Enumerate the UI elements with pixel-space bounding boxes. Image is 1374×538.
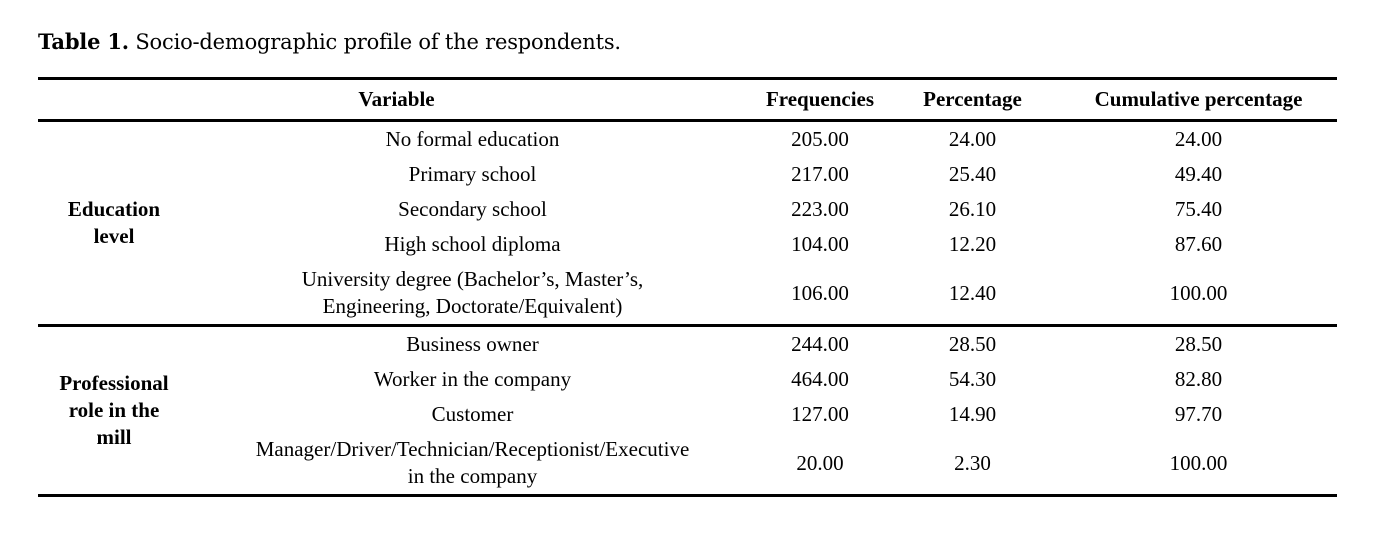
table-row: Primary school 217.00 25.40 49.40: [38, 157, 1337, 192]
table-caption-label: Table 1.: [38, 29, 129, 54]
cumulative-cell: 75.40: [1174, 197, 1223, 221]
frequencies-cell: 205.00: [791, 127, 849, 151]
table-row: Professional role in the mill Business o…: [38, 326, 1337, 449]
variable-cell: No formal education: [385, 127, 560, 151]
cumulative-cell: 82.80: [1174, 367, 1223, 391]
cumulative-cell: 97.70: [1174, 402, 1223, 426]
percentage-cell: 2.30: [954, 450, 991, 475]
frequencies-cell: 217.00: [791, 162, 849, 186]
percentage-cell: 28.50: [948, 332, 997, 356]
percentage-cell: 24.00: [948, 127, 997, 151]
table-header: Variable Frequencies Percentage Cumulati…: [38, 79, 1338, 121]
socio-demographic-table: Variable Frequencies Percentage Cumulati…: [38, 77, 1338, 497]
variable-cell: Customer: [431, 402, 514, 426]
group-label-professional-role: Professional role in the mill: [59, 371, 169, 449]
table-row: Manager/Driver/Technician/Receptionist/E…: [38, 432, 1337, 496]
table-row: Worker in the company 464.00 54.30 82.80: [38, 362, 1337, 397]
table-row: University degree (Bachelor’s, Master’s,…: [38, 262, 1337, 326]
frequencies-cell: 104.00: [791, 232, 849, 256]
percentage-cell: 12.20: [948, 232, 997, 256]
frequencies-cell: 244.00: [791, 332, 849, 356]
cumulative-cell: 100.00: [1169, 450, 1228, 475]
frequencies-cell: 127.00: [791, 402, 849, 426]
column-header-variable: Variable: [358, 87, 435, 111]
variable-cell: Manager/Driver/Technician/Receptionist/E…: [255, 437, 690, 488]
column-header-cumulative-percentage: Cumulative percentage: [1094, 87, 1303, 111]
variable-cell: Worker in the company: [373, 367, 572, 391]
percentage-cell: 26.10: [948, 197, 997, 221]
table-caption: Table 1. Socio-demographic profile of th…: [38, 27, 1337, 57]
frequencies-cell: 20.00: [796, 450, 844, 475]
cumulative-cell: 28.50: [1174, 332, 1223, 356]
column-header-percentage: Percentage: [923, 87, 1022, 111]
cumulative-cell: 24.00: [1174, 127, 1223, 151]
variable-cell: High school diploma: [384, 232, 561, 256]
section-education-level: Education level No formal education 205.…: [38, 121, 1338, 326]
cumulative-cell: 100.00: [1169, 280, 1228, 305]
cumulative-cell: 87.60: [1174, 232, 1223, 256]
percentage-cell: 25.40: [948, 162, 997, 186]
percentage-cell: 54.30: [948, 367, 997, 391]
frequencies-cell: 106.00: [791, 280, 849, 305]
table-row: Customer 127.00 14.90 97.70: [38, 397, 1337, 432]
variable-cell: University degree (Bachelor’s, Master’s,…: [301, 267, 644, 318]
table-row: Secondary school 223.00 26.10 75.40: [38, 192, 1337, 227]
group-label-education-level: Education level: [67, 197, 161, 248]
variable-cell: Secondary school: [398, 197, 547, 221]
variable-cell: Primary school: [408, 162, 537, 186]
table-row: Education level No formal education 205.…: [38, 121, 1337, 248]
section-professional-role: Professional role in the mill Business o…: [38, 326, 1337, 496]
column-header-frequencies: Frequencies: [765, 87, 875, 111]
table-caption-text: Socio-demographic profile of the respond…: [135, 30, 621, 54]
frequencies-cell: 223.00: [791, 197, 849, 221]
table-row: High school diploma 104.00 12.20 87.60: [38, 227, 1337, 262]
cumulative-cell: 49.40: [1174, 162, 1223, 186]
percentage-cell: 14.90: [948, 402, 997, 426]
variable-cell: Business owner: [406, 332, 539, 356]
header-row: Variable Frequencies Percentage Cumulati…: [38, 79, 1338, 121]
frequencies-cell: 464.00: [791, 367, 849, 391]
percentage-cell: 12.40: [948, 280, 997, 305]
